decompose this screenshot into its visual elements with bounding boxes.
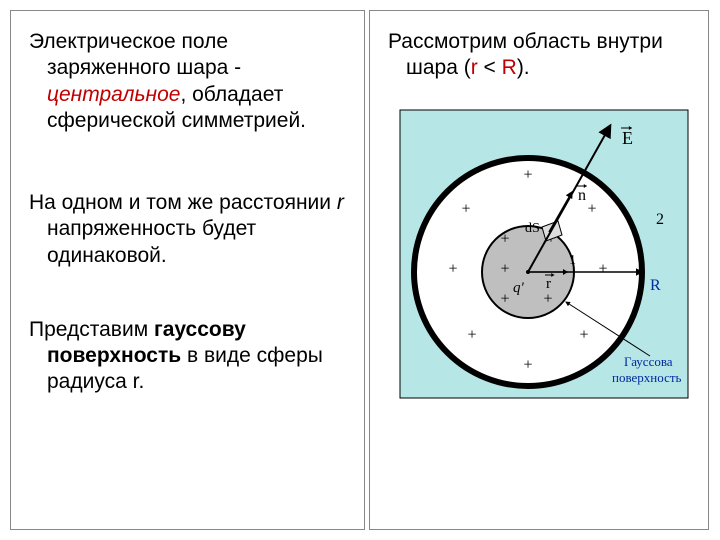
svg-text:2: 2 xyxy=(656,211,664,228)
text: На одном и том же расстоянии xyxy=(29,191,337,214)
slide: Электрическое поле заряженного шара - це… xyxy=(0,0,720,540)
svg-text:+: + xyxy=(500,260,509,277)
svg-text:1: 1 xyxy=(569,253,576,268)
svg-text:+: + xyxy=(523,166,532,183)
svg-text:+: + xyxy=(500,230,509,247)
svg-text:+: + xyxy=(543,290,552,307)
para-consider-region: Рассмотрим область внутри шара (r < R). xyxy=(388,29,694,82)
svg-text:E: E xyxy=(622,128,633,148)
svg-text:r: r xyxy=(546,276,551,292)
text: Электрическое поле заряженного шара - xyxy=(29,30,241,79)
svg-text:q': q' xyxy=(513,280,525,296)
para-gaussian: Представим гауссову поверхность в виде с… xyxy=(29,317,350,396)
svg-text:R: R xyxy=(650,277,661,294)
right-column: Рассмотрим область внутри шара (r < R). … xyxy=(369,10,709,530)
svg-text:+: + xyxy=(587,200,596,217)
svg-text:+: + xyxy=(461,200,470,217)
para-same-distance: На одном и том же расстоянии r напряженн… xyxy=(29,190,350,269)
text-italic-r: r xyxy=(337,191,344,214)
text-lt: < xyxy=(484,56,496,79)
text: напряженность будет одинаковой. xyxy=(47,217,256,266)
text-red-r: r xyxy=(471,56,484,79)
text-emph-red: центральное xyxy=(47,83,180,106)
para-field-central: Электрическое поле заряженного шара - це… xyxy=(29,29,350,134)
left-column: Электрическое поле заряженного шара - це… xyxy=(10,10,365,530)
svg-text:+: + xyxy=(579,326,588,343)
svg-text:поверхность: поверхность xyxy=(612,370,682,385)
diagram-svg: +++++++++++++EndS12q'rRГауссоваповерхнос… xyxy=(394,104,694,404)
svg-text:n: n xyxy=(578,187,586,204)
svg-text:+: + xyxy=(467,326,476,343)
diagram-gaussian-sphere: +++++++++++++EndS12q'rRГауссоваповерхнос… xyxy=(394,104,694,404)
svg-text:+: + xyxy=(523,356,532,373)
svg-text:dS: dS xyxy=(525,221,540,236)
text: ). xyxy=(517,56,530,79)
svg-text:+: + xyxy=(448,260,457,277)
svg-text:+: + xyxy=(598,260,607,277)
text-red-R: R xyxy=(496,56,517,79)
svg-text:Гауссова: Гауссова xyxy=(624,354,673,369)
svg-text:+: + xyxy=(500,290,509,307)
text: Представим xyxy=(29,318,154,341)
